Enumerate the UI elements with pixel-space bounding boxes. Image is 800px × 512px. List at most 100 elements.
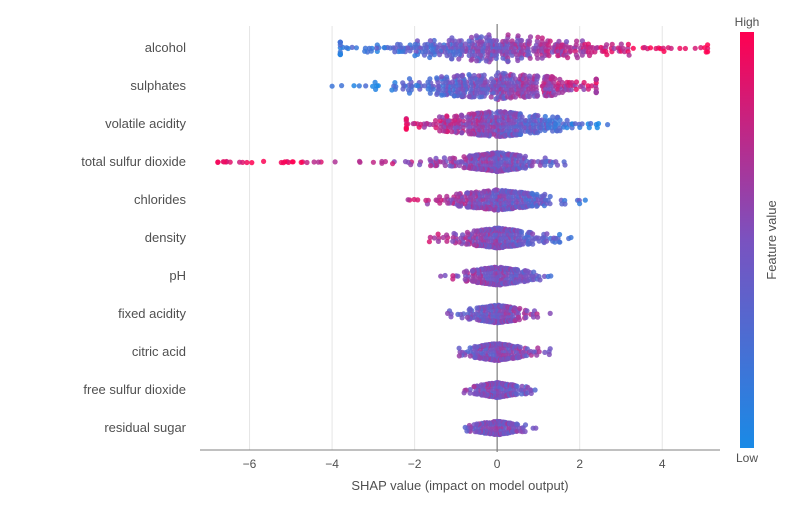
feature-row <box>427 226 574 251</box>
shap-point <box>555 163 560 168</box>
shap-point <box>574 39 579 44</box>
colorbar <box>740 32 754 448</box>
shap-point <box>445 311 450 316</box>
shap-point <box>456 56 461 61</box>
shap-point <box>516 33 521 38</box>
feature-label: alcohol <box>145 40 186 55</box>
shap-point <box>605 122 610 127</box>
shap-point <box>537 349 542 354</box>
shap-point <box>542 350 547 355</box>
shap-summary-chart: −6−4−2024SHAP value (impact on model out… <box>0 0 800 512</box>
shap-point <box>564 39 569 44</box>
shap-point <box>544 231 549 236</box>
shap-point <box>339 83 344 88</box>
shap-point <box>423 198 428 203</box>
shap-point <box>484 58 489 63</box>
shap-point <box>523 315 528 320</box>
shap-point <box>406 197 411 202</box>
shap-point <box>436 239 441 244</box>
shap-point <box>400 80 405 85</box>
x-tick-label: −4 <box>325 457 339 471</box>
shap-point <box>444 239 449 244</box>
shap-point <box>574 87 579 92</box>
feature-row <box>445 303 553 326</box>
shap-point <box>582 80 587 85</box>
shap-point <box>389 87 394 92</box>
shap-point <box>537 277 542 282</box>
shap-point <box>461 165 466 170</box>
feature-label: citric acid <box>132 344 186 359</box>
shap-point <box>533 387 538 392</box>
shap-point <box>474 305 479 310</box>
shap-point <box>474 33 479 38</box>
shap-point <box>330 84 335 89</box>
x-axis-label: SHAP value (impact on model output) <box>351 478 568 493</box>
shap-point <box>447 163 452 168</box>
shap-point <box>568 235 573 240</box>
shap-point <box>465 315 470 320</box>
shap-point <box>577 201 582 206</box>
shap-point <box>533 426 538 431</box>
shap-point <box>412 197 417 202</box>
shap-point <box>519 38 524 43</box>
shap-point <box>411 121 416 126</box>
shap-point <box>469 58 474 63</box>
feature-label: volatile acidity <box>105 116 186 131</box>
shap-point <box>463 425 468 430</box>
shap-point <box>661 49 666 54</box>
shap-point <box>333 159 338 164</box>
shap-point <box>404 117 409 122</box>
shap-point <box>548 346 553 351</box>
shap-point <box>467 94 472 99</box>
shap-point <box>535 113 540 118</box>
shap-point <box>506 32 511 37</box>
shap-point <box>705 42 710 47</box>
shap-point <box>444 113 449 118</box>
shap-point <box>535 74 540 79</box>
shap-point <box>557 240 562 245</box>
shap-point <box>362 49 367 54</box>
shap-point <box>548 39 553 44</box>
shap-point <box>382 45 387 50</box>
shap-point <box>581 87 586 92</box>
shap-point <box>535 56 540 61</box>
shap-point <box>548 311 553 316</box>
shap-point <box>374 46 379 51</box>
shap-point <box>427 239 432 244</box>
x-tick-label: −2 <box>408 457 422 471</box>
feature-label: pH <box>169 268 186 283</box>
shap-point <box>261 159 266 164</box>
shap-point <box>461 154 466 159</box>
feature-row <box>462 380 538 400</box>
shap-point <box>547 201 552 206</box>
shap-point <box>462 270 467 275</box>
shap-point <box>452 114 457 119</box>
shap-point <box>517 306 522 311</box>
shap-point <box>580 121 585 126</box>
shap-point <box>523 422 528 427</box>
colorbar-axis-label: Feature value <box>764 200 779 280</box>
shap-point <box>400 86 405 91</box>
shap-point <box>450 239 455 244</box>
shap-point <box>528 56 533 61</box>
shap-point <box>596 121 601 126</box>
feature-label: residual sugar <box>104 420 186 435</box>
shap-point <box>523 154 528 159</box>
shap-point <box>428 157 433 162</box>
shap-point <box>404 126 409 131</box>
shap-point <box>542 192 547 197</box>
shap-point <box>514 392 519 397</box>
shap-point <box>437 114 442 119</box>
shap-point <box>489 94 494 99</box>
feature-row <box>330 70 599 102</box>
shap-point <box>457 353 462 358</box>
shap-point <box>357 159 362 164</box>
shap-point <box>648 45 653 50</box>
shap-point <box>540 35 545 40</box>
shap-point <box>370 84 375 89</box>
shap-point <box>237 160 242 165</box>
shap-point <box>484 35 489 40</box>
shap-point <box>557 232 562 237</box>
shap-point <box>450 276 455 281</box>
feature-label: density <box>145 230 187 245</box>
